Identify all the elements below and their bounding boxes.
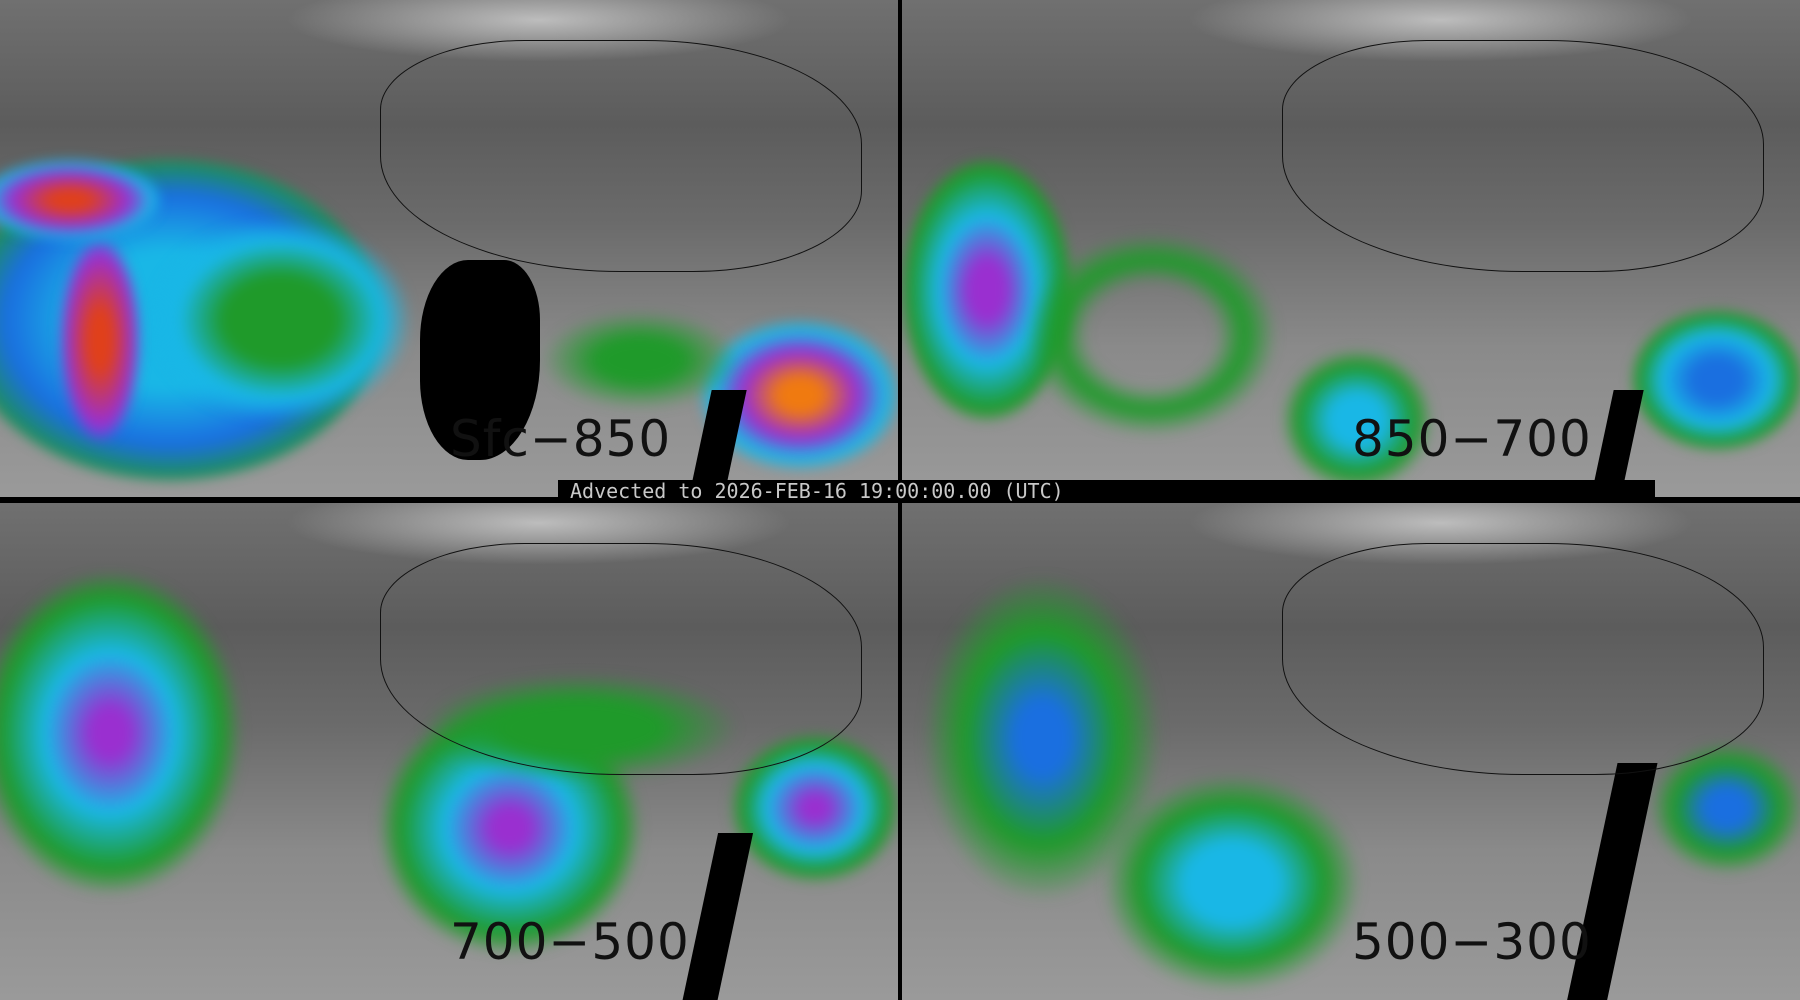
layer-label: 700−500	[450, 913, 690, 971]
panel-850-700: 850−700	[902, 0, 1800, 497]
valid-time-banner: Advected to 2026-FEB-16 19:00:00.00 (UTC…	[558, 480, 1655, 503]
moisture-plume	[1102, 773, 1362, 993]
layer-label: 500−300	[1352, 913, 1592, 971]
panel-500-300: 500−300	[902, 503, 1800, 1000]
layer-label: Sfc−850	[450, 410, 672, 468]
terrain-mask	[420, 260, 540, 460]
night-shadow	[681, 833, 754, 1000]
coastline	[380, 543, 862, 775]
moisture-plume	[150, 220, 410, 420]
panel-700-500: 700−500	[0, 503, 898, 1000]
moisture-core	[0, 160, 160, 240]
coastline	[380, 40, 862, 272]
panel-sfc-850: Sfc−850	[0, 0, 898, 497]
layer-label: 850−700	[1352, 410, 1592, 468]
moisture-core	[60, 240, 140, 440]
coastline	[1282, 40, 1764, 272]
coastline	[1282, 543, 1764, 775]
moisture-plume	[0, 573, 240, 893]
moisture-core	[1632, 310, 1800, 450]
moisture-plume	[540, 310, 740, 410]
moisture-band	[1022, 230, 1282, 440]
moisture-plume	[1282, 350, 1432, 490]
